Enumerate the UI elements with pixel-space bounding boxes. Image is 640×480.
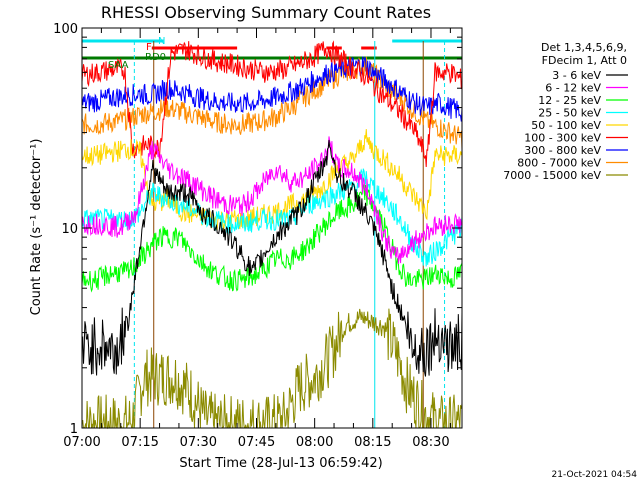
series-line-0 — [81, 140, 463, 377]
x-tick-label: 08:15 — [354, 435, 391, 450]
legend-entry-label: 800 - 7000 keV — [517, 157, 601, 170]
x-tick-label: 08:30 — [412, 435, 449, 450]
x-tick-label: 07:30 — [180, 435, 217, 450]
flag-label-f: F — [146, 42, 152, 53]
x-axis-label: Start Time (28-Jul-13 06:59:42) — [179, 456, 382, 471]
x-tick-label: 07:45 — [238, 435, 275, 450]
legend-entry-label: 7000 - 15000 keV — [503, 169, 601, 182]
series-line-5 — [81, 40, 463, 168]
y-tick-label: 100 — [53, 22, 78, 37]
flag-label-rd0: RD0 — [145, 52, 166, 63]
legend-header-line: Det 1,3,4,5,6,9, — [541, 41, 627, 54]
legend-entry-label: 25 - 50 keV — [538, 107, 601, 120]
series-line-6 — [81, 56, 463, 122]
x-tick-label: 07:15 — [121, 435, 158, 450]
series-line-2 — [81, 184, 463, 293]
series-line-1 — [81, 136, 463, 264]
chart-title: RHESSI Observing Summary Count Rates — [101, 3, 431, 22]
legend-entry-label: 100 - 300 keV — [524, 132, 601, 145]
y-axis-label: Count Rate (s⁻¹ detector⁻¹) — [29, 139, 44, 316]
legend-entry-label: 12 - 25 keV — [538, 94, 601, 107]
x-tick-label: 08:00 — [296, 435, 333, 450]
series-line-3 — [81, 168, 463, 267]
legend-entry-label: 50 - 100 keV — [531, 119, 601, 132]
x-tick-label: 07:00 — [63, 435, 100, 450]
flag-label-saa: SAA — [108, 60, 129, 71]
y-tick-label: 10 — [61, 222, 78, 237]
legend: Det 1,3,4,5,6,9,FDecim 1, Att 0 3 - 6 keV… — [503, 41, 628, 182]
legend-entry-label: 300 - 800 keV — [524, 144, 601, 157]
legend-entry-label: 3 - 6 keV — [552, 69, 601, 82]
y-tick-label: 1 — [70, 422, 78, 437]
legend-entry-label: 6 - 12 keV — [545, 82, 601, 95]
timestamp-label: 21-Oct-2021 04:54 — [552, 470, 638, 480]
legend-header-line: FDecim 1, Att 0 — [542, 54, 627, 67]
flag-label-n: N — [158, 36, 165, 47]
